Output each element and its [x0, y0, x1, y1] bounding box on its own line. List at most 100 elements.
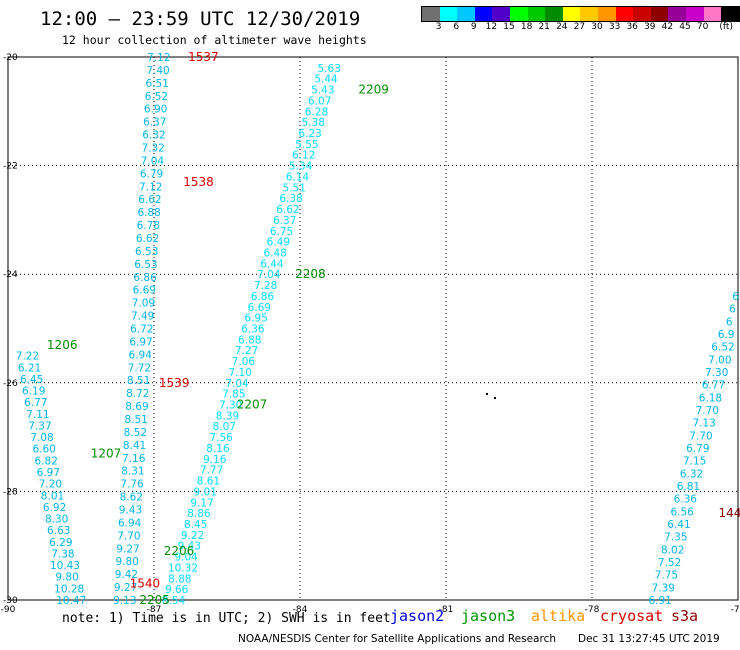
swh-value: 7.32	[141, 143, 164, 155]
page-subtitle: 12 hour collection of altimeter wave hei…	[62, 33, 367, 47]
legend-label: 42	[661, 22, 674, 32]
swh-value: 6.41	[667, 519, 690, 531]
swh-value: 6.44	[260, 258, 284, 270]
swh-value: 7.06	[232, 356, 256, 368]
swh-value: 7.30	[705, 367, 728, 379]
satellite-legend-jason2: jason2	[390, 607, 445, 625]
legend-label: 33	[608, 22, 621, 32]
footer-timestamp: Dec 31 13:27:45 UTC 2019	[578, 633, 720, 645]
swh-value: 6.52	[711, 342, 734, 354]
satellite-legend-cryosat: cryosat	[600, 607, 664, 625]
swh-value: 8.30	[45, 514, 68, 526]
pass-label: 2205	[139, 593, 170, 607]
legend-label: 30	[591, 22, 603, 32]
legend-label: 3	[435, 22, 442, 32]
footer-credit: NOAA/NESDIS Center for Satellite Applica…	[238, 633, 556, 645]
satellite-tracks: 5.635.445.436.076.285.386.235.556.125.34…	[16, 52, 739, 607]
swh-value: 5.44	[314, 74, 338, 86]
y-tick-label: -26	[3, 379, 18, 389]
y-tick-label: -20	[3, 53, 18, 63]
swh-value: 10.47	[56, 595, 86, 607]
swh-value: 8.01	[41, 490, 64, 502]
swh-value: 7.00	[708, 354, 731, 366]
swh-value: 6.88	[137, 207, 160, 219]
satellite-legend-altika: altika	[531, 607, 586, 625]
swh-value: 7.35	[664, 532, 687, 544]
swh-value: 6.79	[686, 443, 709, 455]
x-tick-label: -75	[731, 605, 740, 615]
swh-value: 9.43	[178, 541, 201, 553]
swh-value: 7.56	[209, 432, 233, 444]
swh-value: 8.45	[184, 519, 207, 531]
pass-label: 1538	[183, 175, 214, 189]
swh-value: 8.61	[197, 476, 220, 488]
swh-value: 6.63	[47, 525, 70, 537]
swh-value: 6.29	[49, 537, 72, 549]
legend-swatch	[562, 7, 581, 21]
legend-swatch	[509, 7, 528, 21]
swh-value: 8.52	[124, 427, 147, 439]
x-tick-label: -90	[1, 605, 16, 615]
swh-value: 6.91	[648, 595, 671, 607]
legend-swatch	[685, 7, 704, 21]
swh-value: 8.86	[187, 508, 211, 520]
legend-label: (ft)	[719, 22, 733, 32]
swh-value: 6.82	[35, 455, 58, 467]
swh-value: 7.38	[51, 548, 74, 560]
swh-value: 9.43	[119, 505, 142, 517]
swh-value: 7.15	[683, 456, 706, 468]
swh-value: 8.51	[124, 414, 147, 426]
swh-value: 7.52	[658, 557, 681, 569]
swh-value: 7.12	[139, 181, 162, 193]
swh-value: 6.37	[273, 215, 296, 227]
swh-value: 9.13	[113, 595, 136, 607]
swh-value: 9.27	[116, 543, 139, 555]
map-dot	[494, 397, 496, 399]
swh-value: 7.04	[257, 269, 281, 281]
swh-value: 8.54	[162, 595, 186, 607]
swh-value: 7.70	[689, 430, 712, 442]
y-tick-label: -24	[3, 270, 18, 280]
swh-value: 5.34	[289, 161, 313, 173]
legend-swatch	[597, 7, 616, 21]
color-legend	[421, 6, 740, 22]
legend-label: 15	[503, 22, 515, 32]
swh-value: 7.20	[39, 479, 62, 491]
swh-value: 6.18	[699, 392, 722, 404]
swh-value: 6.77	[702, 380, 725, 392]
legend-label: 21	[538, 22, 550, 32]
swh-value: 9.22	[181, 530, 204, 542]
swh-value: 7.70	[117, 530, 140, 542]
swh-value: 6.94	[129, 349, 153, 361]
swh-value: 6.95	[244, 313, 267, 325]
swh-value: 6.86	[251, 291, 275, 303]
swh-value: 9.01	[194, 486, 217, 498]
swh-value: 6	[732, 291, 739, 303]
legend-swatch	[703, 7, 722, 21]
swh-value: 6.14	[286, 171, 310, 183]
legend-label: 6	[453, 22, 460, 32]
swh-value: 7.12	[147, 52, 170, 64]
swh-value: 6.72	[130, 324, 153, 336]
swh-value: 6.77	[24, 397, 47, 409]
legend-label: 39	[644, 22, 656, 32]
pass-label: 1540	[130, 577, 161, 591]
swh-value: 7.76	[120, 479, 144, 491]
swh-value: 8.16	[206, 443, 230, 455]
swh-value: 6.32	[142, 130, 165, 142]
swh-value: 6.69	[133, 285, 156, 297]
swh-value: 7.10	[229, 367, 252, 379]
swh-value: 7.22	[16, 351, 39, 363]
satellite-legend-s3a: s3a	[671, 607, 699, 625]
legend-swatch	[457, 7, 475, 21]
swh-value: 8.31	[121, 466, 144, 478]
swh-value: 6.28	[305, 106, 328, 118]
x-tick-label: -87	[147, 605, 162, 615]
swh-value: 6.53	[135, 246, 158, 258]
pass-label: 2209	[358, 83, 389, 97]
swh-value: 8.02	[661, 544, 684, 556]
swh-value: 8.39	[216, 410, 239, 422]
pass-label: 144	[719, 506, 740, 520]
swh-value: 6	[726, 316, 733, 328]
swh-value: 6.78	[137, 220, 160, 232]
